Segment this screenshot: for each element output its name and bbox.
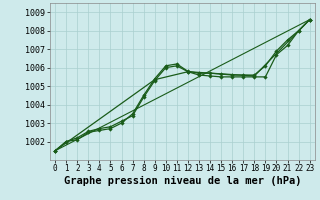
X-axis label: Graphe pression niveau de la mer (hPa): Graphe pression niveau de la mer (hPa) — [64, 176, 301, 186]
